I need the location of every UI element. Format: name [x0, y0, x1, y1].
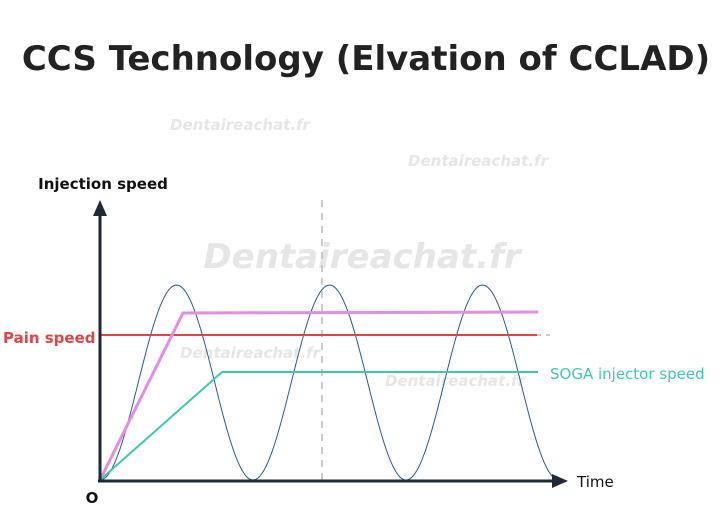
- soga-label: SOGA injector speed: [550, 365, 705, 383]
- x-arrow: [552, 474, 568, 488]
- watermark: Dentaireachat.fr: [203, 237, 522, 277]
- watermark: Dentaireachat.fr: [385, 372, 527, 390]
- y-arrow: [93, 200, 107, 216]
- title: CCS Technology (Elvation of CCLAD): [22, 39, 710, 79]
- soga-line: [99, 371, 538, 481]
- x-axis-label: Time: [576, 473, 614, 491]
- watermark: Dentaireachat.fr: [170, 116, 312, 134]
- ccs-line: [98, 310, 539, 481]
- y-axis-label: Injection speed: [38, 175, 168, 193]
- watermark: Dentaireachat.fr: [180, 344, 322, 362]
- sine-wave: [99, 284, 557, 481]
- pain-label: Pain speed: [3, 329, 96, 347]
- watermark: Dentaireachat.fr: [408, 152, 550, 170]
- origin-label: O: [86, 489, 99, 507]
